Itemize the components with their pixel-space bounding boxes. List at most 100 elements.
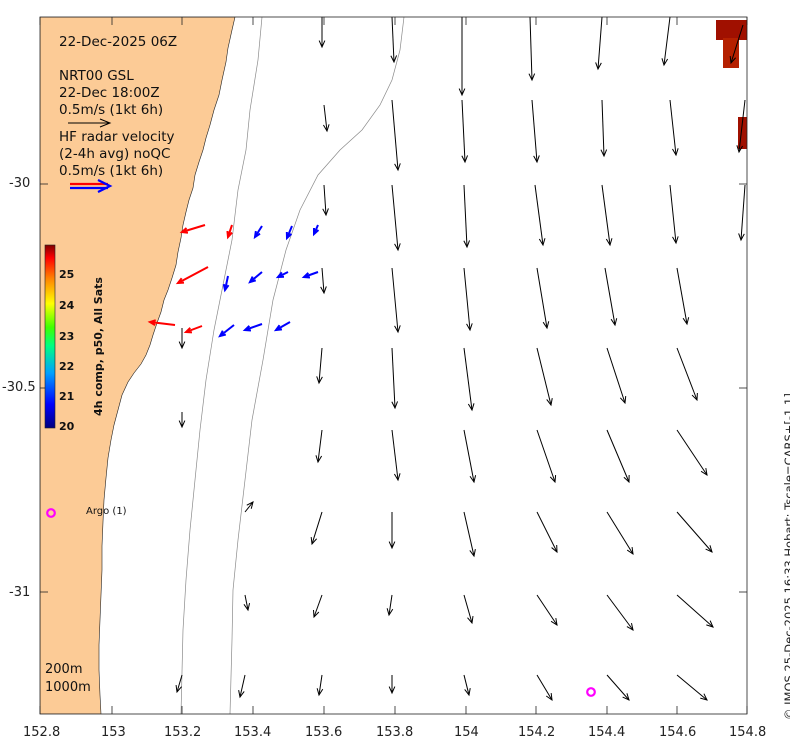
model-time: 22-Dec 18:00Z (59, 85, 160, 101)
radar-arrow (248, 271, 263, 284)
model-current-arrows (175, 17, 746, 702)
x-tick-label: 152.8 (23, 725, 61, 740)
model-arrow (536, 594, 558, 627)
argo-marker-2 (586, 687, 596, 697)
model-arrow (531, 99, 540, 164)
radar-label-line1: HF radar velocity (59, 129, 175, 145)
model-arrow (600, 99, 608, 158)
model-arrow (390, 17, 398, 64)
credit-text: © IMOS 25-Dec-2025 16:33 Hobart; Tscale=… (782, 393, 790, 720)
model-scale: 0.5m/s (1kt 6h) (59, 102, 164, 118)
model-arrow (676, 347, 698, 402)
model-arrow (738, 184, 746, 242)
radar-arrow (242, 323, 263, 332)
model-arrow (391, 347, 398, 410)
model-arrow (606, 429, 630, 484)
y-tick-label: -30 (9, 176, 31, 191)
model-arrow (315, 429, 323, 464)
y-tick-label: -30.5 (2, 380, 36, 395)
model-arrow (729, 24, 744, 65)
model-arrow (536, 267, 550, 330)
model-arrow (606, 347, 627, 405)
radar-arrow (226, 224, 233, 240)
x-tick-label: 153 (101, 725, 126, 740)
isobath-200m (180, 17, 263, 714)
model-arrow (244, 501, 254, 513)
radar-arrow (312, 224, 320, 237)
model-arrow (601, 184, 613, 247)
colorbar-tick: 23 (59, 330, 75, 343)
hf-radar-arrows (147, 224, 320, 338)
x-tick-label: 153.4 (234, 725, 272, 740)
model-arrow (661, 17, 671, 67)
model-arrow (604, 267, 618, 327)
model-arrow (463, 429, 477, 484)
model-arrow (676, 429, 708, 477)
model-arrow (388, 675, 396, 695)
x-tick-label: 153.8 (376, 725, 414, 740)
radar-arrow (175, 266, 209, 285)
colorbar-title: 4h comp, p50, All Sats (92, 277, 105, 416)
x-tick-label: 154.6 (659, 725, 697, 740)
model-arrow (606, 674, 630, 701)
model-arrow (318, 17, 326, 49)
model-arrow (310, 511, 323, 546)
date-title: 22-Dec-2025 06Z (59, 34, 178, 50)
radar-arrow (275, 271, 289, 279)
x-tick-label: 153.6 (305, 725, 343, 740)
radar-arrow (179, 224, 206, 234)
isobath-1000m (229, 17, 405, 714)
model-arrow (463, 594, 474, 625)
y-tick-label: -31 (9, 585, 31, 600)
colorbar-tick: 21 (59, 390, 75, 403)
model-arrow (536, 429, 557, 484)
x-tick-label: 154.4 (588, 725, 626, 740)
model-arrow (391, 99, 401, 172)
model-arrow (388, 512, 396, 550)
model-arrow (536, 347, 553, 407)
model-arrow (528, 17, 536, 82)
model-arrow (386, 594, 394, 617)
depth-label-1000m: 1000m (45, 680, 91, 695)
radar-arrow (222, 275, 230, 293)
radar-arrow (273, 321, 291, 332)
x-tick-label: 154.8 (729, 725, 767, 740)
model-arrow (322, 184, 329, 217)
radar-scale: 0.5m/s (1kt 6h) (59, 163, 164, 179)
x-tick-label: 154 (454, 725, 479, 740)
model-arrow (606, 511, 634, 556)
radar-arrow (285, 225, 293, 241)
model-arrow (178, 328, 186, 350)
model-arrow (316, 674, 324, 697)
model-arrow (238, 674, 246, 699)
model-arrow (391, 429, 401, 482)
model-arrow (669, 99, 679, 157)
colorbar-tick: 24 (59, 299, 75, 312)
axis-ticks (39, 17, 748, 714)
model-arrow (463, 267, 473, 332)
radar-label-line2: (2-4h avg) noQC (59, 146, 171, 162)
model-arrow (536, 511, 558, 554)
model-arrow (463, 674, 471, 697)
model-arrow (463, 184, 471, 249)
model-arrow (736, 99, 746, 154)
model-arrow (458, 17, 466, 97)
radar-arrow (253, 225, 263, 240)
model-arrow (463, 347, 475, 412)
model-arrow (243, 594, 251, 612)
colorbar (44, 244, 56, 429)
radar-arrow (183, 325, 203, 334)
model-arrow (391, 267, 401, 334)
model-arrow (676, 511, 713, 553)
model-arrow (606, 594, 634, 631)
model-arrow (676, 674, 708, 701)
colorbar-tick: 25 (59, 268, 75, 281)
model-arrow (461, 99, 469, 164)
sst-patches (716, 20, 747, 149)
argo-label: Argo (1) (86, 506, 127, 517)
model-arrow (316, 347, 323, 385)
model-arrow (534, 184, 546, 247)
model-label: NRT00 GSL (59, 68, 134, 84)
depth-label-200m: 200m (45, 662, 83, 677)
